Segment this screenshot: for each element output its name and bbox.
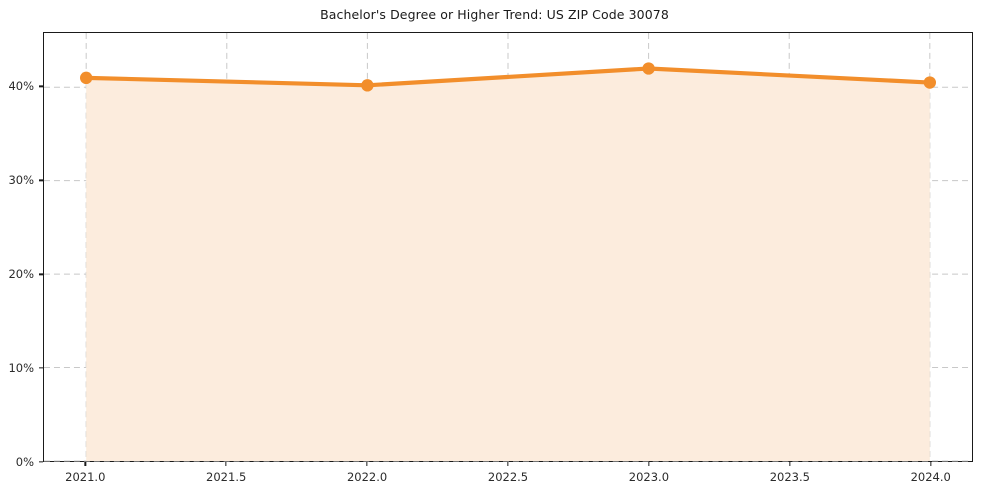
y-axis-tick-labels: 0% 10% 20% 30% 40%: [0, 32, 34, 469]
y-tick-label: 30%: [8, 173, 34, 188]
x-axis-tick-marks: [43, 462, 973, 470]
y-tick-label: 10%: [8, 361, 34, 376]
x-tick-mark: [225, 462, 227, 466]
x-tick-mark: [648, 462, 650, 466]
x-axis-tick-labels: 2021.0 2021.5 2022.0 2022.5 2023.0 2023.5 2024…: [43, 462, 973, 490]
x-tick-label: 2023.5: [769, 470, 810, 484]
y-tick-label: 0%: [15, 455, 34, 469]
y-tick-mark: [39, 179, 43, 181]
y-tick-mark: [39, 85, 43, 88]
x-tick-label: 2021.0: [65, 470, 106, 484]
x-tick-mark: [789, 462, 791, 466]
x-tick-label: 2022.0: [346, 470, 388, 484]
chart-title: Bachelor's Degree or Higher Trend: US ZI…: [320, 7, 669, 22]
x-tick-mark: [366, 462, 368, 466]
x-tick-mark: [930, 462, 932, 466]
x-tick-mark: [84, 462, 86, 466]
area-fill: [86, 68, 930, 461]
y-tick-mark: [39, 461, 43, 463]
x-tick-label: 2021.5: [206, 470, 247, 484]
x-tick-label: 2022.5: [487, 470, 529, 484]
plot-area: [43, 32, 973, 462]
x-tick-label: 2023.0: [628, 470, 670, 484]
x-tick-mark: [507, 462, 509, 466]
y-tick-label: 20%: [8, 267, 34, 282]
data-line-and-markers: [79, 62, 937, 92]
x-tick-label: 2024.0: [910, 470, 951, 484]
y-tick-label: 40%: [8, 79, 34, 94]
y-tick-mark: [39, 367, 43, 369]
y-axis-tick-marks: [35, 32, 43, 463]
y-tick-mark: [39, 273, 43, 275]
